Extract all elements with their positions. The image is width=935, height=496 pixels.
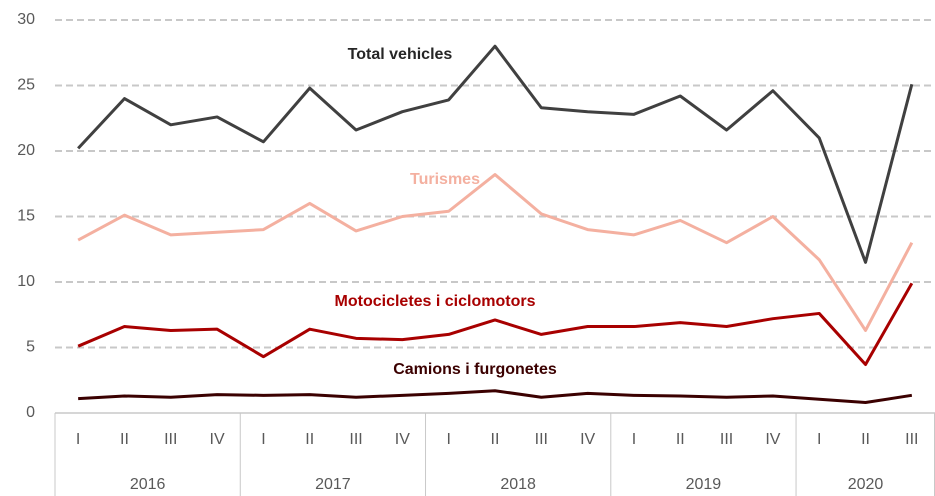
series-label: Total vehicles <box>348 46 453 63</box>
x-tick-label: I <box>446 431 450 448</box>
x-tick-label: II <box>491 431 500 448</box>
x-tick-label: II <box>861 431 870 448</box>
x-group-label: 2019 <box>686 476 722 493</box>
x-tick-label: III <box>164 431 177 448</box>
x-group-label: 2016 <box>130 476 166 493</box>
series-line <box>78 389 913 405</box>
x-group-label: 2017 <box>315 476 351 493</box>
series-label: Motocicletes i ciclomotors <box>335 293 536 310</box>
series-line <box>77 44 914 264</box>
x-group-label: 2020 <box>848 476 884 493</box>
x-tick-label: I <box>261 431 265 448</box>
series-line <box>77 282 914 367</box>
y-tick-label: 25 <box>17 77 35 94</box>
x-tick-label: III <box>349 431 362 448</box>
x-tick-label: I <box>76 431 80 448</box>
x-group-label: 2018 <box>500 476 536 493</box>
x-tick-label: IV <box>580 431 595 448</box>
x-tick-label: IV <box>765 431 780 448</box>
x-tick-label: III <box>535 431 548 448</box>
x-tick-label: III <box>905 431 918 448</box>
x-tick-label: II <box>305 431 314 448</box>
x-tick-label: IV <box>210 431 225 448</box>
y-tick-label: 0 <box>26 404 35 421</box>
y-tick-label: 20 <box>17 142 35 159</box>
y-tick-label: 30 <box>17 11 35 28</box>
y-tick-label: 10 <box>17 273 35 290</box>
x-tick-label: II <box>120 431 129 448</box>
series-line <box>77 173 914 332</box>
series-label: Camions i furgonetes <box>393 361 557 378</box>
x-tick-label: I <box>817 431 821 448</box>
x-tick-label: III <box>720 431 733 448</box>
y-tick-label: 5 <box>26 339 35 356</box>
x-tick-label: IV <box>395 431 410 448</box>
y-tick-label: 15 <box>17 208 35 225</box>
x-tick-label: I <box>632 431 636 448</box>
x-tick-label: II <box>676 431 685 448</box>
series-label: Turismes <box>410 171 480 188</box>
